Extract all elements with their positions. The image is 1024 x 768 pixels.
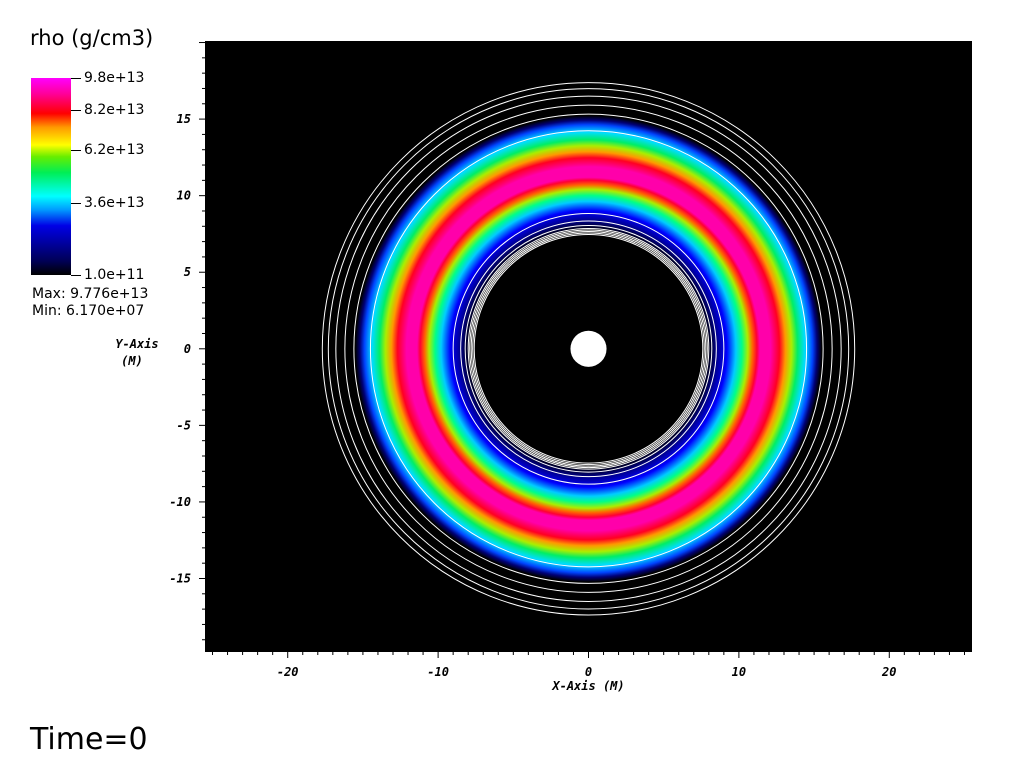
colorbar-tick [71, 110, 81, 112]
time-label: Time=0 [30, 722, 148, 757]
density-contour [469, 229, 708, 469]
legend-title: rho (g/cm3) [30, 26, 154, 50]
y-axis-title: Y-Axis [115, 337, 158, 351]
colorbar-tick-label: 6.2e+13 [84, 142, 145, 159]
density-contour [460, 220, 717, 478]
x-tick-label: 20 [881, 665, 896, 679]
density-contour [327, 88, 850, 610]
x-axis-title: X-Axis (M) [551, 679, 624, 693]
density-contour [472, 232, 705, 466]
colorbar-tick [71, 150, 81, 152]
x-tick-label: -20 [277, 665, 299, 679]
colorbar-tick-label: 9.8e+13 [84, 70, 145, 86]
colorbar [31, 78, 71, 275]
x-tick-label: -10 [427, 665, 449, 679]
y-tick-label: -10 [169, 495, 191, 509]
axes: -20 -10 0 10 20 15 10 5 0 -5 -10 -15 [169, 42, 965, 679]
density-contour [464, 224, 713, 473]
density-contour [335, 95, 842, 602]
density-contour [344, 104, 833, 593]
density-contour [470, 230, 707, 467]
x-tick-label: 10 [732, 665, 746, 679]
density-contour [473, 233, 704, 464]
density-contour [353, 113, 824, 584]
y-axis-unit: (M) [121, 354, 143, 368]
y-tick-label: 5 [184, 265, 191, 279]
density-contour [369, 130, 808, 568]
density-field [321, 82, 856, 616]
max-label: Max: 9.776e+13 [32, 286, 149, 302]
colorbar-tick [71, 202, 81, 204]
y-tick-label: -15 [169, 571, 191, 585]
density-contour [467, 227, 710, 470]
y-tick-label: 15 [177, 112, 191, 126]
x-tick-label: 0 [585, 665, 592, 679]
y-tick-label: -5 [177, 418, 191, 432]
density-contour [321, 82, 856, 616]
colorbar-tick [71, 275, 81, 276]
colorbar-tick-label: 1.0e+11 [84, 267, 145, 283]
y-tick-label: 0 [184, 342, 191, 356]
density-contour [452, 212, 725, 485]
min-label: Min: 6.170e+07 [32, 303, 145, 319]
central-black-hole [570, 330, 607, 367]
colorbar-tick [71, 78, 81, 79]
y-tick-label: 10 [177, 189, 191, 203]
colorbar-tick-label: 3.6e+13 [84, 194, 145, 211]
colorbar-tick-label: 8.2e+13 [84, 102, 145, 119]
